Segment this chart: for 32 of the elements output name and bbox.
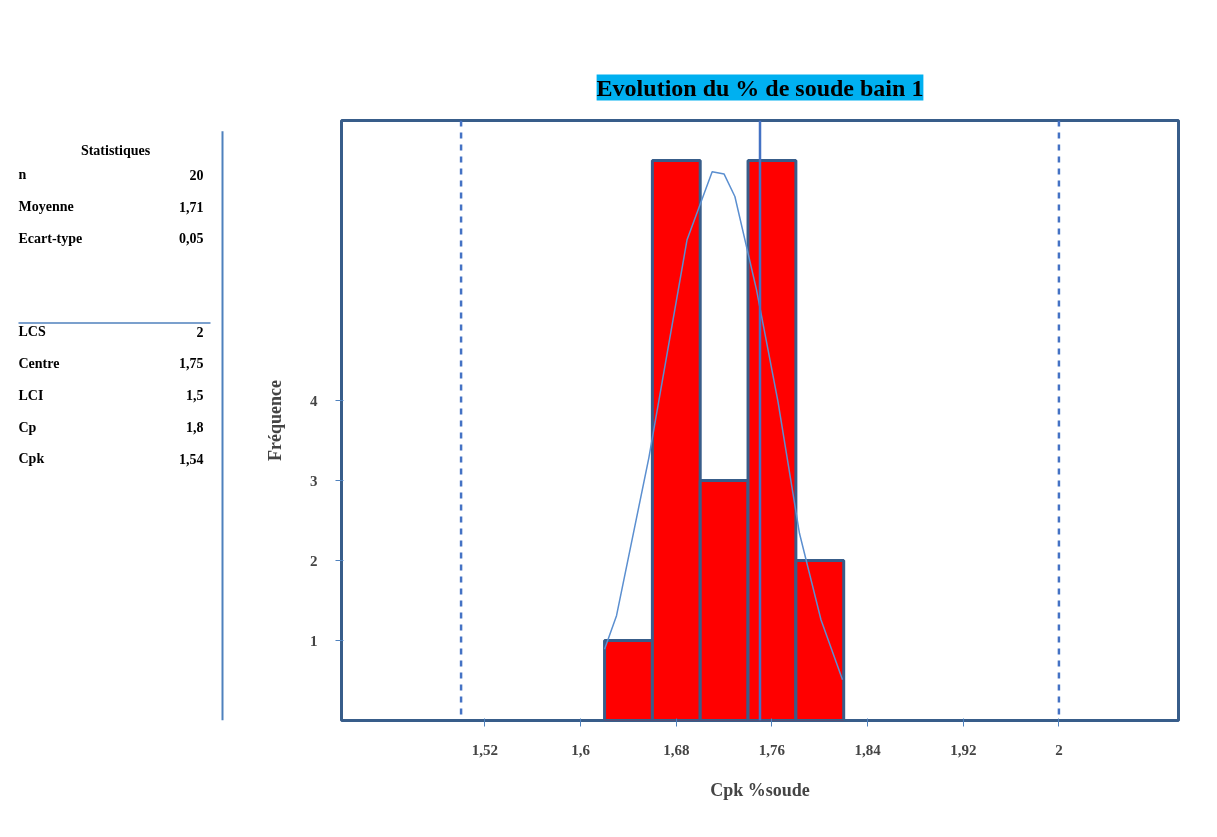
category-label: n xyxy=(18,167,27,183)
text: 20 xyxy=(189,167,204,183)
text: 2 xyxy=(196,324,204,340)
x-tick-label: 1,76 xyxy=(758,741,786,758)
text: 1,8 xyxy=(186,420,204,436)
category-label: LCI xyxy=(18,387,44,403)
text: 0,05 xyxy=(179,231,204,247)
text: Statistiques xyxy=(80,143,151,159)
chart-title: Evolution du % de soude bain 1 xyxy=(596,74,924,101)
category-label: Ecart-type xyxy=(18,230,83,246)
x-tick-label: 1,68 xyxy=(663,741,690,758)
category-label: Cpk xyxy=(18,451,45,467)
line-series xyxy=(603,170,844,681)
x-tick-label: 1,52 xyxy=(471,741,499,758)
x-tick-label: 2 xyxy=(1055,741,1063,758)
category-label: Centre xyxy=(18,355,60,371)
x-axis-title: Cpk %soude xyxy=(710,779,810,800)
y-axis-title: Fréquence xyxy=(265,380,285,461)
text: 1,5 xyxy=(186,388,204,404)
x-tick-label: 1,6 xyxy=(571,741,591,758)
category-label: Cp xyxy=(18,419,37,435)
text: 1,71 xyxy=(179,199,204,215)
category-label: LCS xyxy=(18,324,46,340)
x-tick-label: 1,92 xyxy=(950,741,977,758)
y-tick-label: 4 xyxy=(310,392,318,409)
y-tick-label: 3 xyxy=(310,472,318,489)
y-tick-label: 1 xyxy=(310,632,318,649)
y-tick-label: 2 xyxy=(310,552,318,569)
x-tick-label: 1,84 xyxy=(854,741,882,758)
text: 1,75 xyxy=(179,356,204,372)
category-label: Moyenne xyxy=(18,199,74,215)
text: 1,54 xyxy=(179,451,204,467)
